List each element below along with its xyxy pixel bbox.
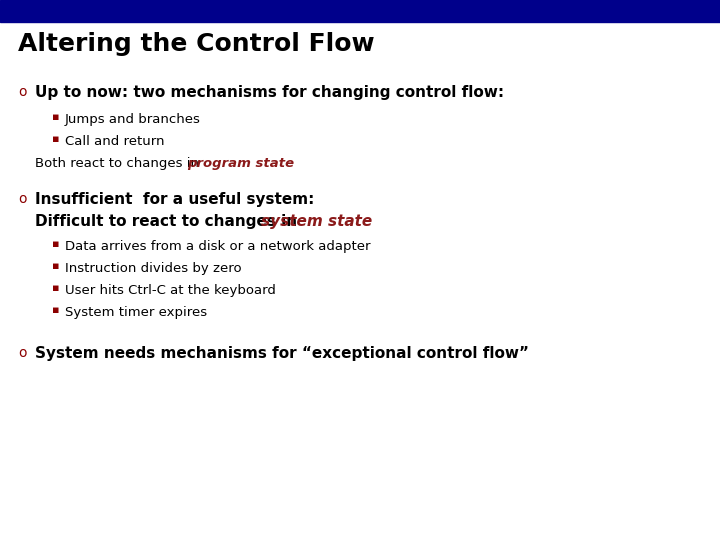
Text: System timer expires: System timer expires bbox=[65, 306, 207, 319]
Text: program state: program state bbox=[187, 157, 294, 170]
Text: o: o bbox=[18, 192, 27, 206]
Text: Call and return: Call and return bbox=[65, 135, 164, 148]
Text: system state: system state bbox=[261, 214, 372, 229]
Text: Up to now: two mechanisms for changing control flow:: Up to now: two mechanisms for changing c… bbox=[35, 85, 504, 100]
Text: User hits Ctrl-C at the keyboard: User hits Ctrl-C at the keyboard bbox=[65, 284, 276, 297]
Text: System needs mechanisms for “exceptional control flow”: System needs mechanisms for “exceptional… bbox=[35, 346, 529, 361]
Text: ▪: ▪ bbox=[52, 134, 60, 144]
Text: Difficult to react to changes in: Difficult to react to changes in bbox=[35, 214, 302, 229]
Text: Both react to changes in: Both react to changes in bbox=[35, 157, 203, 170]
Text: Jumps and branches: Jumps and branches bbox=[65, 113, 201, 126]
Text: Insufficient  for a useful system:: Insufficient for a useful system: bbox=[35, 192, 315, 207]
Text: o: o bbox=[18, 346, 27, 360]
Text: ▪: ▪ bbox=[52, 261, 60, 271]
Text: ▪: ▪ bbox=[52, 112, 60, 122]
Text: ▪: ▪ bbox=[52, 305, 60, 315]
Text: ▪: ▪ bbox=[52, 283, 60, 293]
Text: ▪: ▪ bbox=[52, 239, 60, 249]
Text: Data arrives from a disk or a network adapter: Data arrives from a disk or a network ad… bbox=[65, 240, 371, 253]
Bar bbox=[0, 0, 720, 22]
Text: Altering the Control Flow: Altering the Control Flow bbox=[18, 32, 374, 56]
Text: o: o bbox=[18, 85, 27, 99]
Text: Instruction divides by zero: Instruction divides by zero bbox=[65, 262, 242, 275]
